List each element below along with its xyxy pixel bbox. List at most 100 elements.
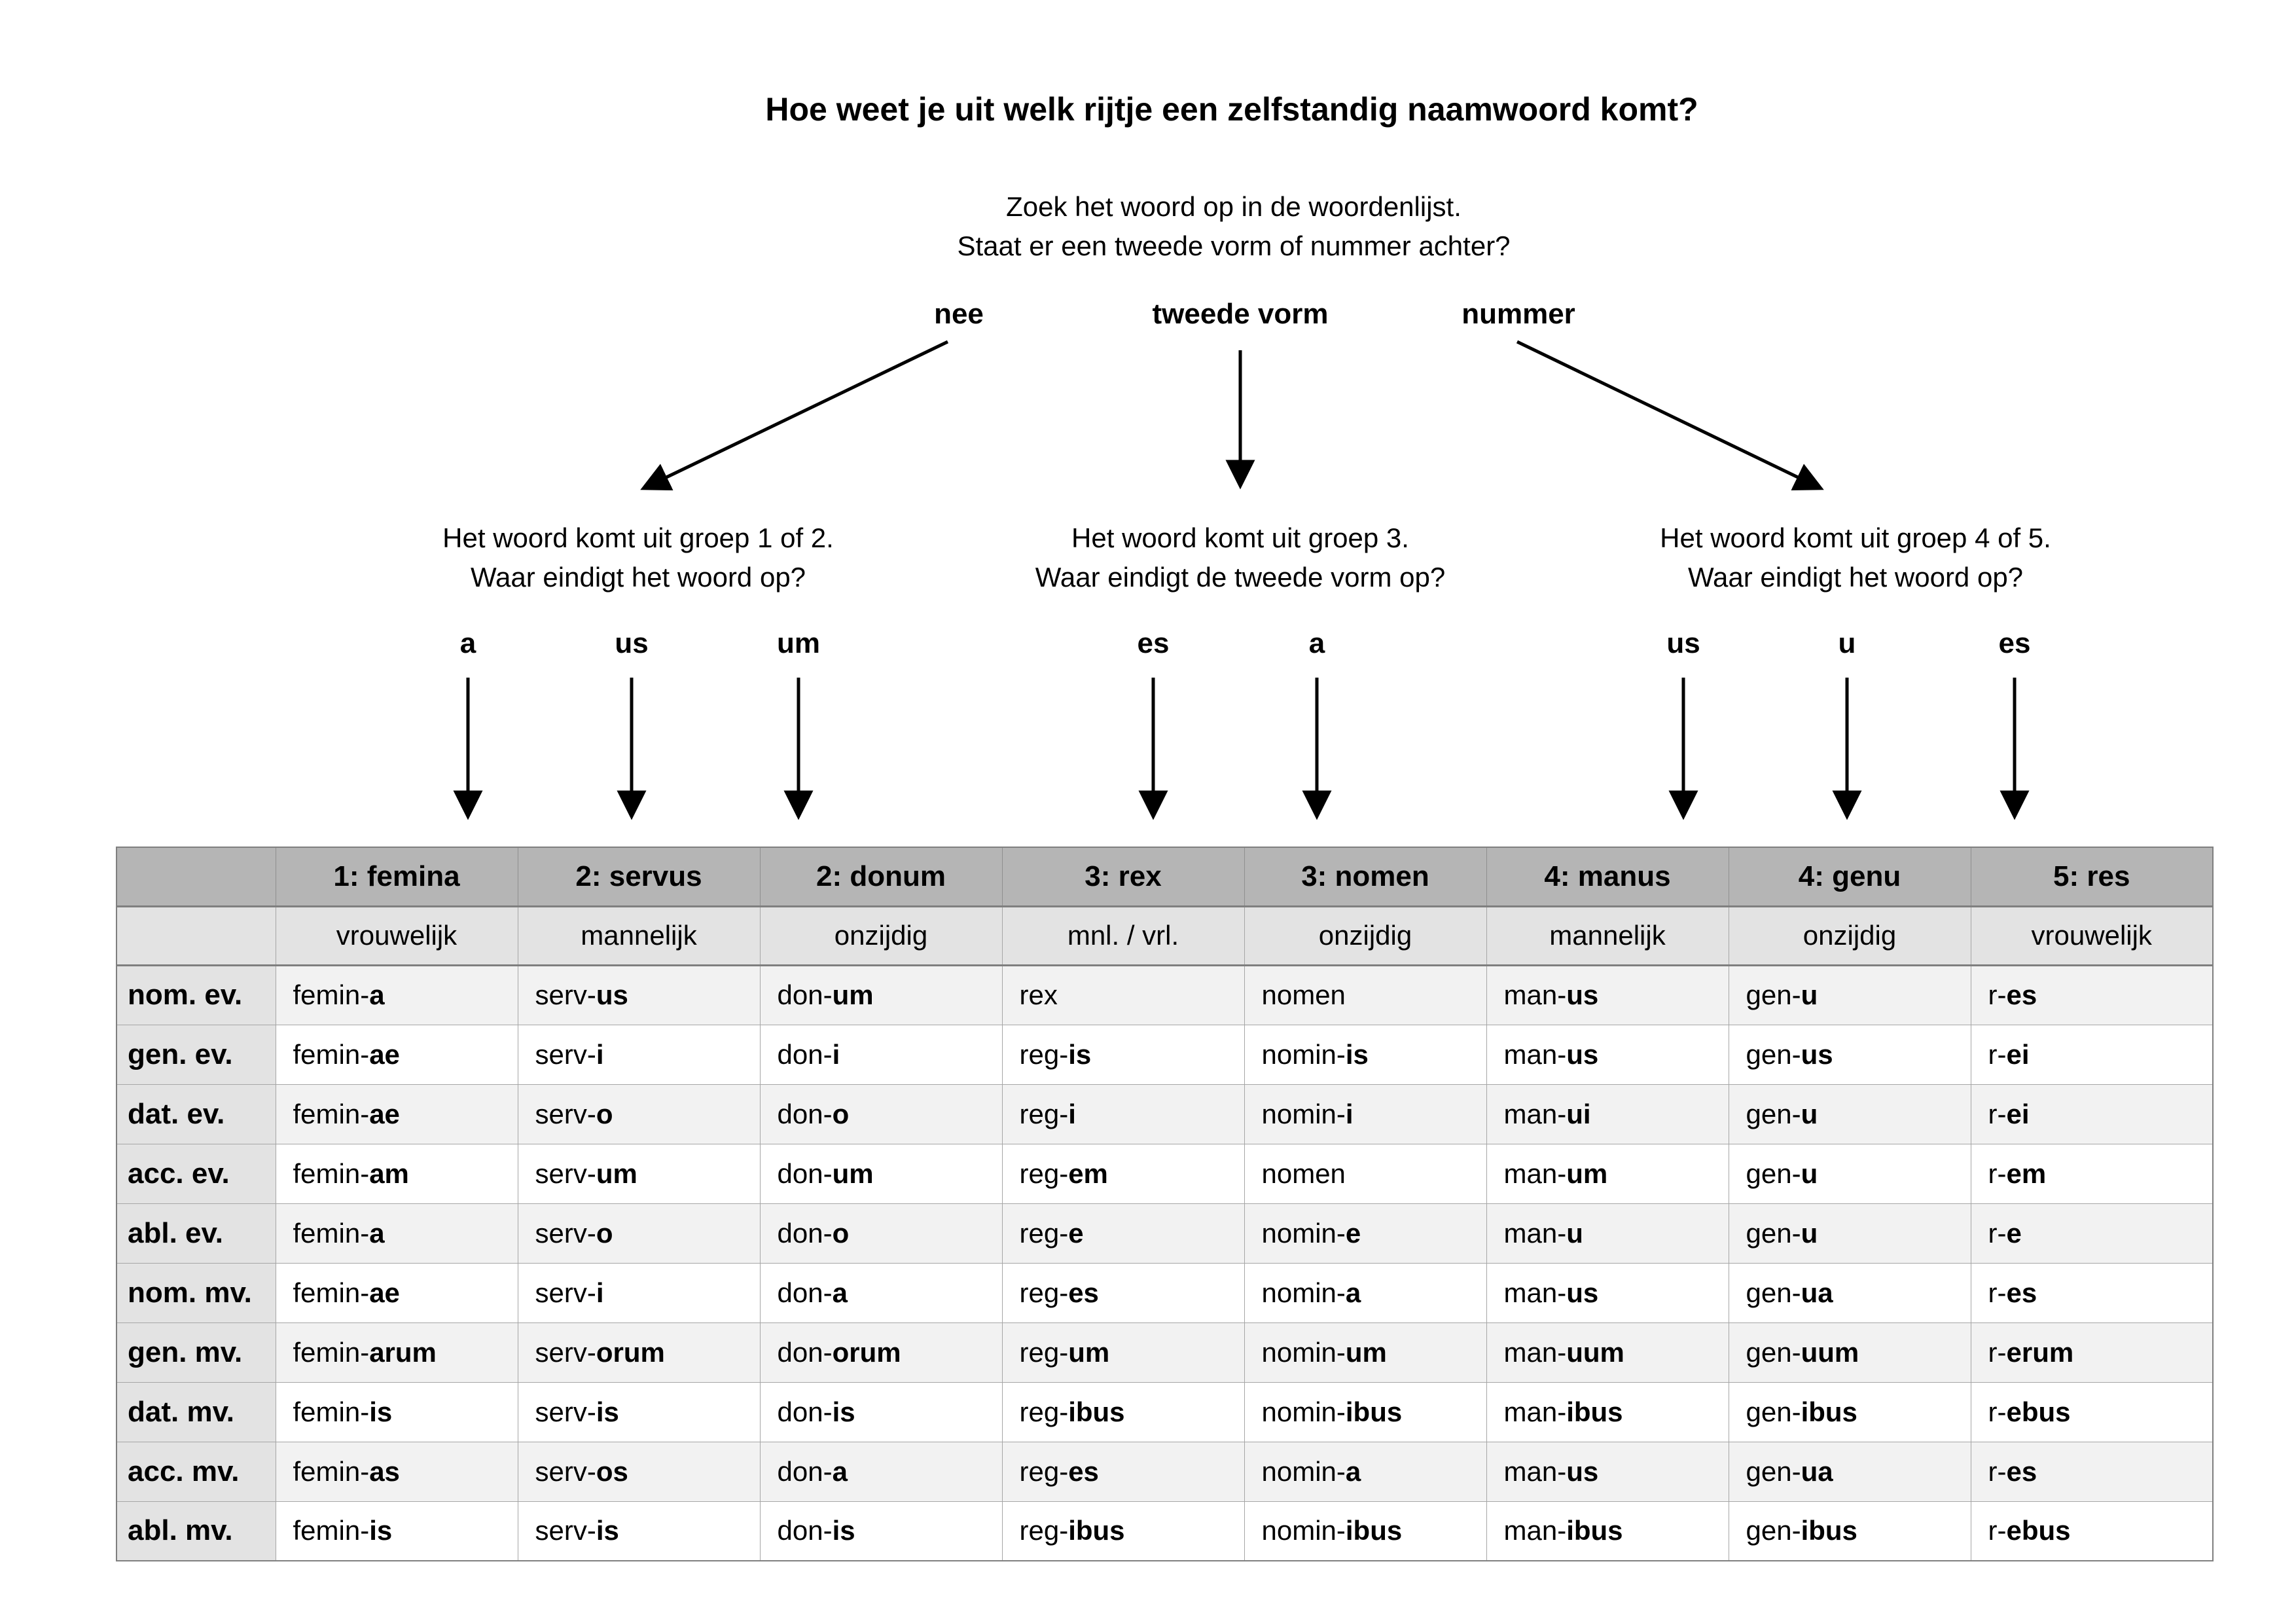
table-cell: don-orum [759, 1322, 1003, 1383]
table-cell: r-e [1970, 1203, 2214, 1264]
table-cell: don-a [759, 1262, 1003, 1323]
gender-header: mnl. / vrl. [1001, 905, 1245, 966]
table-cell: femin-ae [275, 1024, 518, 1085]
table-cell: don-a [759, 1441, 1003, 1502]
table-cell: nomin-i [1244, 1084, 1487, 1144]
table-row: dat. mv. femin-is serv-is don-is reg-ibus nom… [116, 1381, 2214, 1442]
row-label: dat. mv. [116, 1381, 276, 1442]
ending-label-es2: es [1998, 627, 2031, 659]
table-cell: nomin-a [1244, 1262, 1487, 1323]
word-stem: serv- [535, 1336, 596, 1368]
word-stem: nomin- [1261, 1038, 1346, 1070]
row-label: acc. mv. [116, 1441, 276, 1502]
table-cell: man-us [1486, 1262, 1729, 1323]
word-ending: is [832, 1515, 855, 1546]
table-cell: r-ei [1970, 1024, 2214, 1085]
word-ending: i [832, 1038, 840, 1070]
table-cell: man-ui [1486, 1084, 1729, 1144]
corner-cell-gender [116, 905, 276, 966]
table-cell: serv-os [517, 1441, 761, 1502]
table-cell: don-um [759, 964, 1003, 1025]
table-cell: reg-e [1001, 1203, 1245, 1264]
word-ending: um [1345, 1336, 1387, 1368]
table-cell: man-um [1486, 1143, 1729, 1204]
row-label: abl. ev. [116, 1203, 276, 1264]
word-stem: gen- [1746, 1396, 1801, 1427]
word-stem: don- [777, 1515, 833, 1546]
word-stem: r- [1988, 1396, 2007, 1427]
branch-1-line-1: Het woord komt uit groep 1 of 2. [442, 522, 834, 553]
group-header-row: 1: femina 2: servus 2: donum 3: rex 3: nomen… [116, 847, 2214, 907]
word-ending: es [2006, 1455, 2037, 1487]
gender-header: onzijdig [1728, 905, 1971, 966]
branch-1-line-2: Waar eindigt het woord op? [470, 562, 806, 593]
word-stem: r- [1988, 1336, 2007, 1368]
decision-option-nee: nee [934, 298, 984, 330]
word-ending: em [1068, 1158, 1108, 1189]
group-header: 4: genu [1728, 847, 1971, 907]
group-header: 2: donum [759, 847, 1003, 907]
word-ending: a [832, 1277, 848, 1308]
word-ending: o [596, 1098, 613, 1129]
word-stem: r- [1988, 1038, 2007, 1070]
group-header: 3: rex [1001, 847, 1245, 907]
gender-header: onzijdig [1244, 905, 1487, 966]
word-stem: don- [777, 1217, 833, 1249]
word-ending: ebus [2006, 1515, 2071, 1546]
word-ending: um [596, 1158, 637, 1189]
table-cell: don-i [759, 1024, 1003, 1085]
word-stem: serv- [535, 1396, 596, 1427]
row-label: gen. ev. [116, 1024, 276, 1085]
table-cell: nomen [1244, 1143, 1487, 1204]
word-stem: nomin- [1261, 1336, 1346, 1368]
word-ending: es [1068, 1277, 1099, 1308]
table-cell: serv-o [517, 1203, 761, 1264]
table-cell: nomen [1244, 964, 1487, 1025]
word-stem: reg- [1019, 1455, 1069, 1487]
word-ending: is [596, 1396, 619, 1427]
table-cell: rex [1001, 964, 1245, 1025]
word-stem: gen- [1746, 1158, 1801, 1189]
word-ending: u [1801, 1098, 1818, 1129]
word-ending: u [1801, 979, 1818, 1010]
table-cell: gen-ua [1728, 1262, 1971, 1323]
table-cell: serv-orum [517, 1322, 761, 1383]
word-stem: reg- [1019, 1098, 1069, 1129]
word-stem: r- [1988, 1277, 2007, 1308]
table-cell: nomin-e [1244, 1203, 1487, 1264]
word-stem: femin- [293, 1515, 370, 1546]
word-ending: a [1345, 1455, 1361, 1487]
word-stem: man- [1503, 1455, 1567, 1487]
table-row: nom. mv. femin-ae serv-i don-a reg-es nomin-a… [116, 1262, 2214, 1323]
row-label: acc. ev. [116, 1143, 276, 1204]
word-stem: gen- [1746, 1098, 1801, 1129]
word-stem: reg- [1019, 1158, 1069, 1189]
intro-line-2: Staat er een tweede vorm of nummer achte… [957, 230, 1511, 261]
table-cell: femin-ae [275, 1084, 518, 1144]
table-cell: reg-ibus [1001, 1501, 1245, 1561]
word-ending: ui [1566, 1098, 1591, 1129]
word-stem: serv- [535, 1455, 596, 1487]
word-stem: man- [1503, 1396, 1567, 1427]
word-stem: serv- [535, 1038, 596, 1070]
word-ending: is [369, 1515, 393, 1546]
table-cell: r-ebus [1970, 1501, 2214, 1561]
ending-label-um: um [777, 627, 820, 659]
table-cell: reg-em [1001, 1143, 1245, 1204]
table-cell: man-ibus [1486, 1501, 1729, 1561]
table-cell: gen-u [1728, 1084, 1971, 1144]
word-stem: r- [1988, 1158, 2007, 1189]
gender-header: vrouwelijk [1970, 905, 2214, 966]
word-stem: serv- [535, 1098, 596, 1129]
table-cell: femin-is [275, 1501, 518, 1561]
table-cell: man-us [1486, 1441, 1729, 1502]
word-ending: es [2006, 979, 2037, 1010]
table-cell: gen-ua [1728, 1441, 1971, 1502]
table-head: 1: femina 2: servus 2: donum 3: rex 3: nomen… [116, 847, 2214, 966]
word-ending: ae [369, 1277, 400, 1308]
word-stem: r- [1988, 1515, 2007, 1546]
word-ending: ibus [1801, 1396, 1857, 1427]
word-stem: nomen [1261, 979, 1346, 1010]
table-row: nom. ev. femin-a serv-us don-um rex nomen man-… [116, 964, 2214, 1025]
